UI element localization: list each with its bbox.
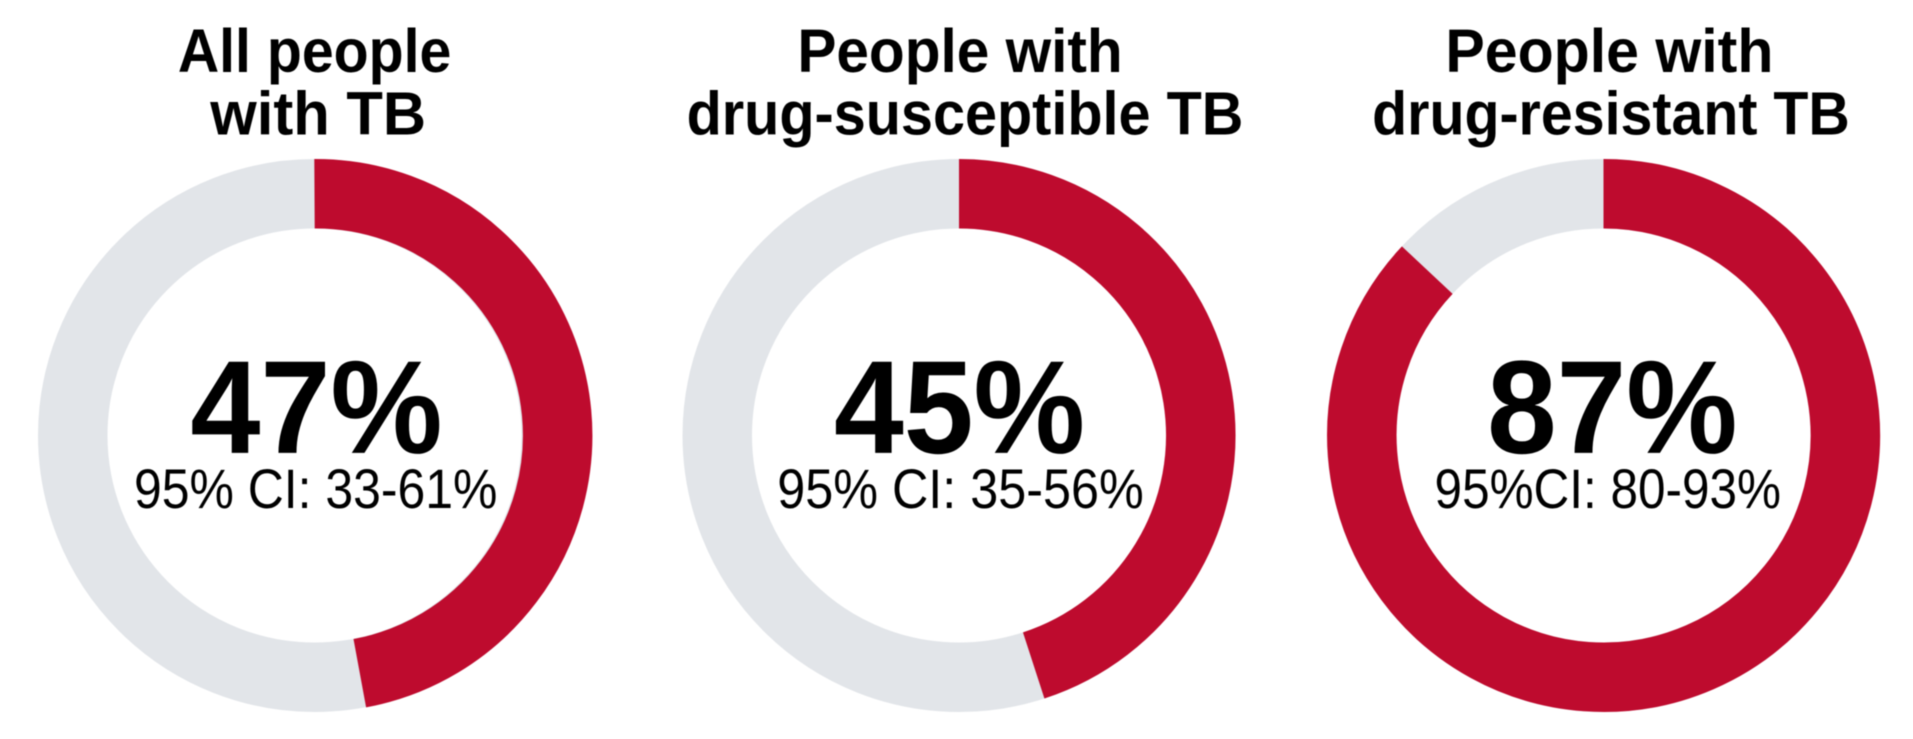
svg-text:95%CI: 80-93%: 95%CI: 80-93% (1435, 459, 1781, 521)
svg-text:95% CI: 35-56%: 95% CI: 35-56% (777, 459, 1143, 521)
svg-text:People with: People with (1445, 17, 1773, 85)
svg-text:95% CI: 33-61%: 95% CI: 33-61% (134, 459, 497, 521)
svg-text:People with: People with (797, 17, 1122, 85)
svg-text:with TB: with TB (209, 79, 426, 148)
svg-text:drug-resistant TB: drug-resistant TB (1372, 79, 1850, 148)
svg-text:45%: 45% (834, 334, 1085, 482)
svg-text:47%: 47% (190, 334, 442, 482)
svg-text:drug-susceptible TB: drug-susceptible TB (687, 79, 1244, 148)
svg-text:87%: 87% (1487, 334, 1737, 482)
svg-text:All people: All people (178, 16, 451, 85)
